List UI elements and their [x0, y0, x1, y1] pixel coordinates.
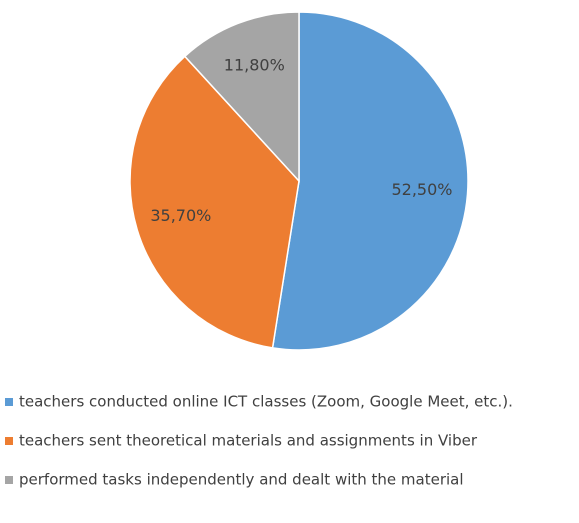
legend-swatch [5, 476, 13, 484]
legend-swatch [5, 398, 13, 406]
legend-label: teachers conducted online ICT classes (Z… [19, 393, 513, 411]
slice-label: 11,80% [224, 56, 285, 75]
slice-label: 52,50% [391, 180, 452, 199]
legend-label: performed tasks independently and dealt … [19, 471, 464, 489]
legend-label: teachers sent theoretical materials and … [19, 432, 478, 450]
legend-swatch [5, 437, 13, 445]
pie-slice [271, 11, 469, 351]
pie-slice [183, 11, 300, 183]
slice-label: 35,70% [150, 206, 211, 225]
pie-slice [129, 55, 300, 349]
